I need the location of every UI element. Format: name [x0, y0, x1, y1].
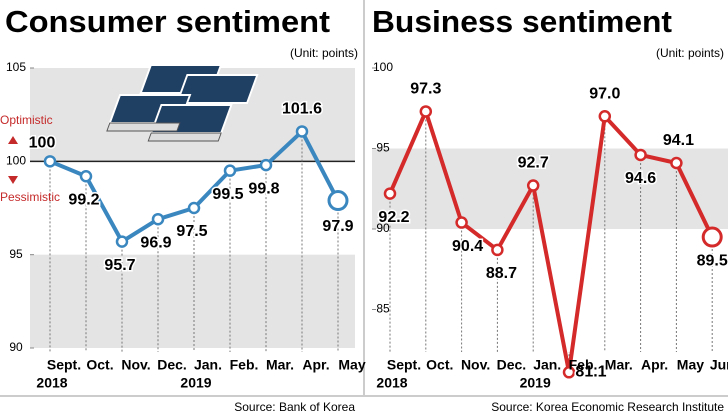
data-label: 90.4 — [452, 238, 483, 255]
marker — [223, 164, 237, 177]
marker — [79, 170, 93, 183]
data-label: 99.5 — [212, 186, 243, 203]
y-tick-label: 100 — [373, 60, 393, 74]
data-label: 100 — [29, 135, 56, 152]
data-label: 99.2 — [68, 191, 99, 208]
data-label: 88.7 — [486, 265, 517, 282]
marker — [701, 226, 723, 248]
data-label: 101.6 — [282, 101, 322, 118]
y-tick-label: 85 — [376, 302, 390, 316]
x-tick-label: Mar. — [605, 357, 633, 373]
x-tick-label: Sept. — [387, 357, 421, 373]
marker — [187, 201, 201, 215]
data-label: 97.0 — [589, 86, 620, 103]
y-tick-label: 100 — [6, 154, 26, 168]
marker — [670, 156, 683, 170]
x-tick-label: Apr. — [302, 357, 329, 373]
marker — [562, 366, 576, 379]
x-tick-label: Nov. — [461, 357, 490, 373]
year-label: 2018 — [36, 375, 67, 391]
x-tick-label: Dec. — [497, 357, 527, 373]
x-tick-label: Feb. — [230, 357, 259, 373]
marker — [598, 110, 612, 123]
marker — [419, 105, 433, 118]
x-tick-label: Nov. — [121, 357, 150, 373]
y-tick-label: 95 — [376, 141, 390, 155]
money-icon — [106, 64, 259, 142]
data-label: 96.9 — [140, 234, 171, 251]
data-label: 92.7 — [518, 155, 549, 172]
marker — [151, 212, 165, 226]
y-tick-label: 90 — [9, 340, 23, 354]
annotation: Pessimistic — [0, 190, 60, 204]
marker — [455, 216, 468, 229]
year-label: 2018 — [376, 375, 407, 391]
arrow-up — [8, 136, 18, 144]
data-label: 94.6 — [625, 170, 656, 187]
marker — [526, 179, 540, 192]
marker — [259, 158, 273, 172]
year-label: 2019 — [520, 375, 551, 391]
chart-title: Business sentiment — [372, 4, 672, 39]
band — [30, 254, 355, 348]
marker — [327, 190, 349, 212]
x-tick-label: Oct. — [426, 357, 453, 373]
data-label: 97.5 — [176, 223, 207, 240]
source: Source: Korea Economic Research Institut… — [491, 400, 724, 414]
x-tick-label: Dec. — [157, 357, 187, 373]
unit-label: (Unit: points) — [290, 46, 358, 60]
data-label: 97.3 — [410, 81, 441, 98]
arrow-down — [8, 176, 18, 184]
data-label: 81.1 — [575, 364, 606, 381]
x-tick-label: Sept. — [47, 357, 81, 373]
data-label: 95.7 — [104, 257, 135, 274]
x-tick-label: May — [338, 357, 365, 373]
unit-label: (Unit: points) — [656, 46, 724, 60]
x-tick-label: Jan. — [533, 357, 561, 373]
marker — [295, 125, 309, 138]
chart-title: Consumer sentiment — [5, 4, 330, 39]
data-label: 89.5 — [697, 252, 728, 269]
x-tick-label: Mar. — [266, 357, 294, 373]
line — [388, 109, 715, 375]
data-label: 99.8 — [248, 180, 279, 197]
x-tick-label: Jan. — [194, 357, 222, 373]
data-label: 94.1 — [663, 132, 694, 149]
marker — [383, 187, 397, 200]
data-label: 97.9 — [322, 218, 353, 235]
y-tick-label: 95 — [9, 247, 23, 261]
year-label: 2019 — [180, 375, 211, 391]
annotation: Optimistic — [0, 113, 53, 127]
marker — [491, 243, 504, 257]
y-tick-label: 105 — [6, 60, 26, 74]
source: Source: Bank of Korea — [234, 400, 355, 414]
marker — [115, 235, 129, 248]
x-tick-label: Feb. — [569, 357, 598, 373]
y-tick-label: 90 — [376, 221, 390, 235]
data-label: 92.2 — [378, 209, 409, 226]
x-tick-label: June — [710, 357, 728, 373]
x-tick-label: Oct. — [86, 357, 113, 373]
marker — [43, 155, 57, 168]
x-tick-label: May — [677, 357, 704, 373]
x-tick-label: Apr. — [641, 357, 668, 373]
marker — [634, 148, 647, 162]
